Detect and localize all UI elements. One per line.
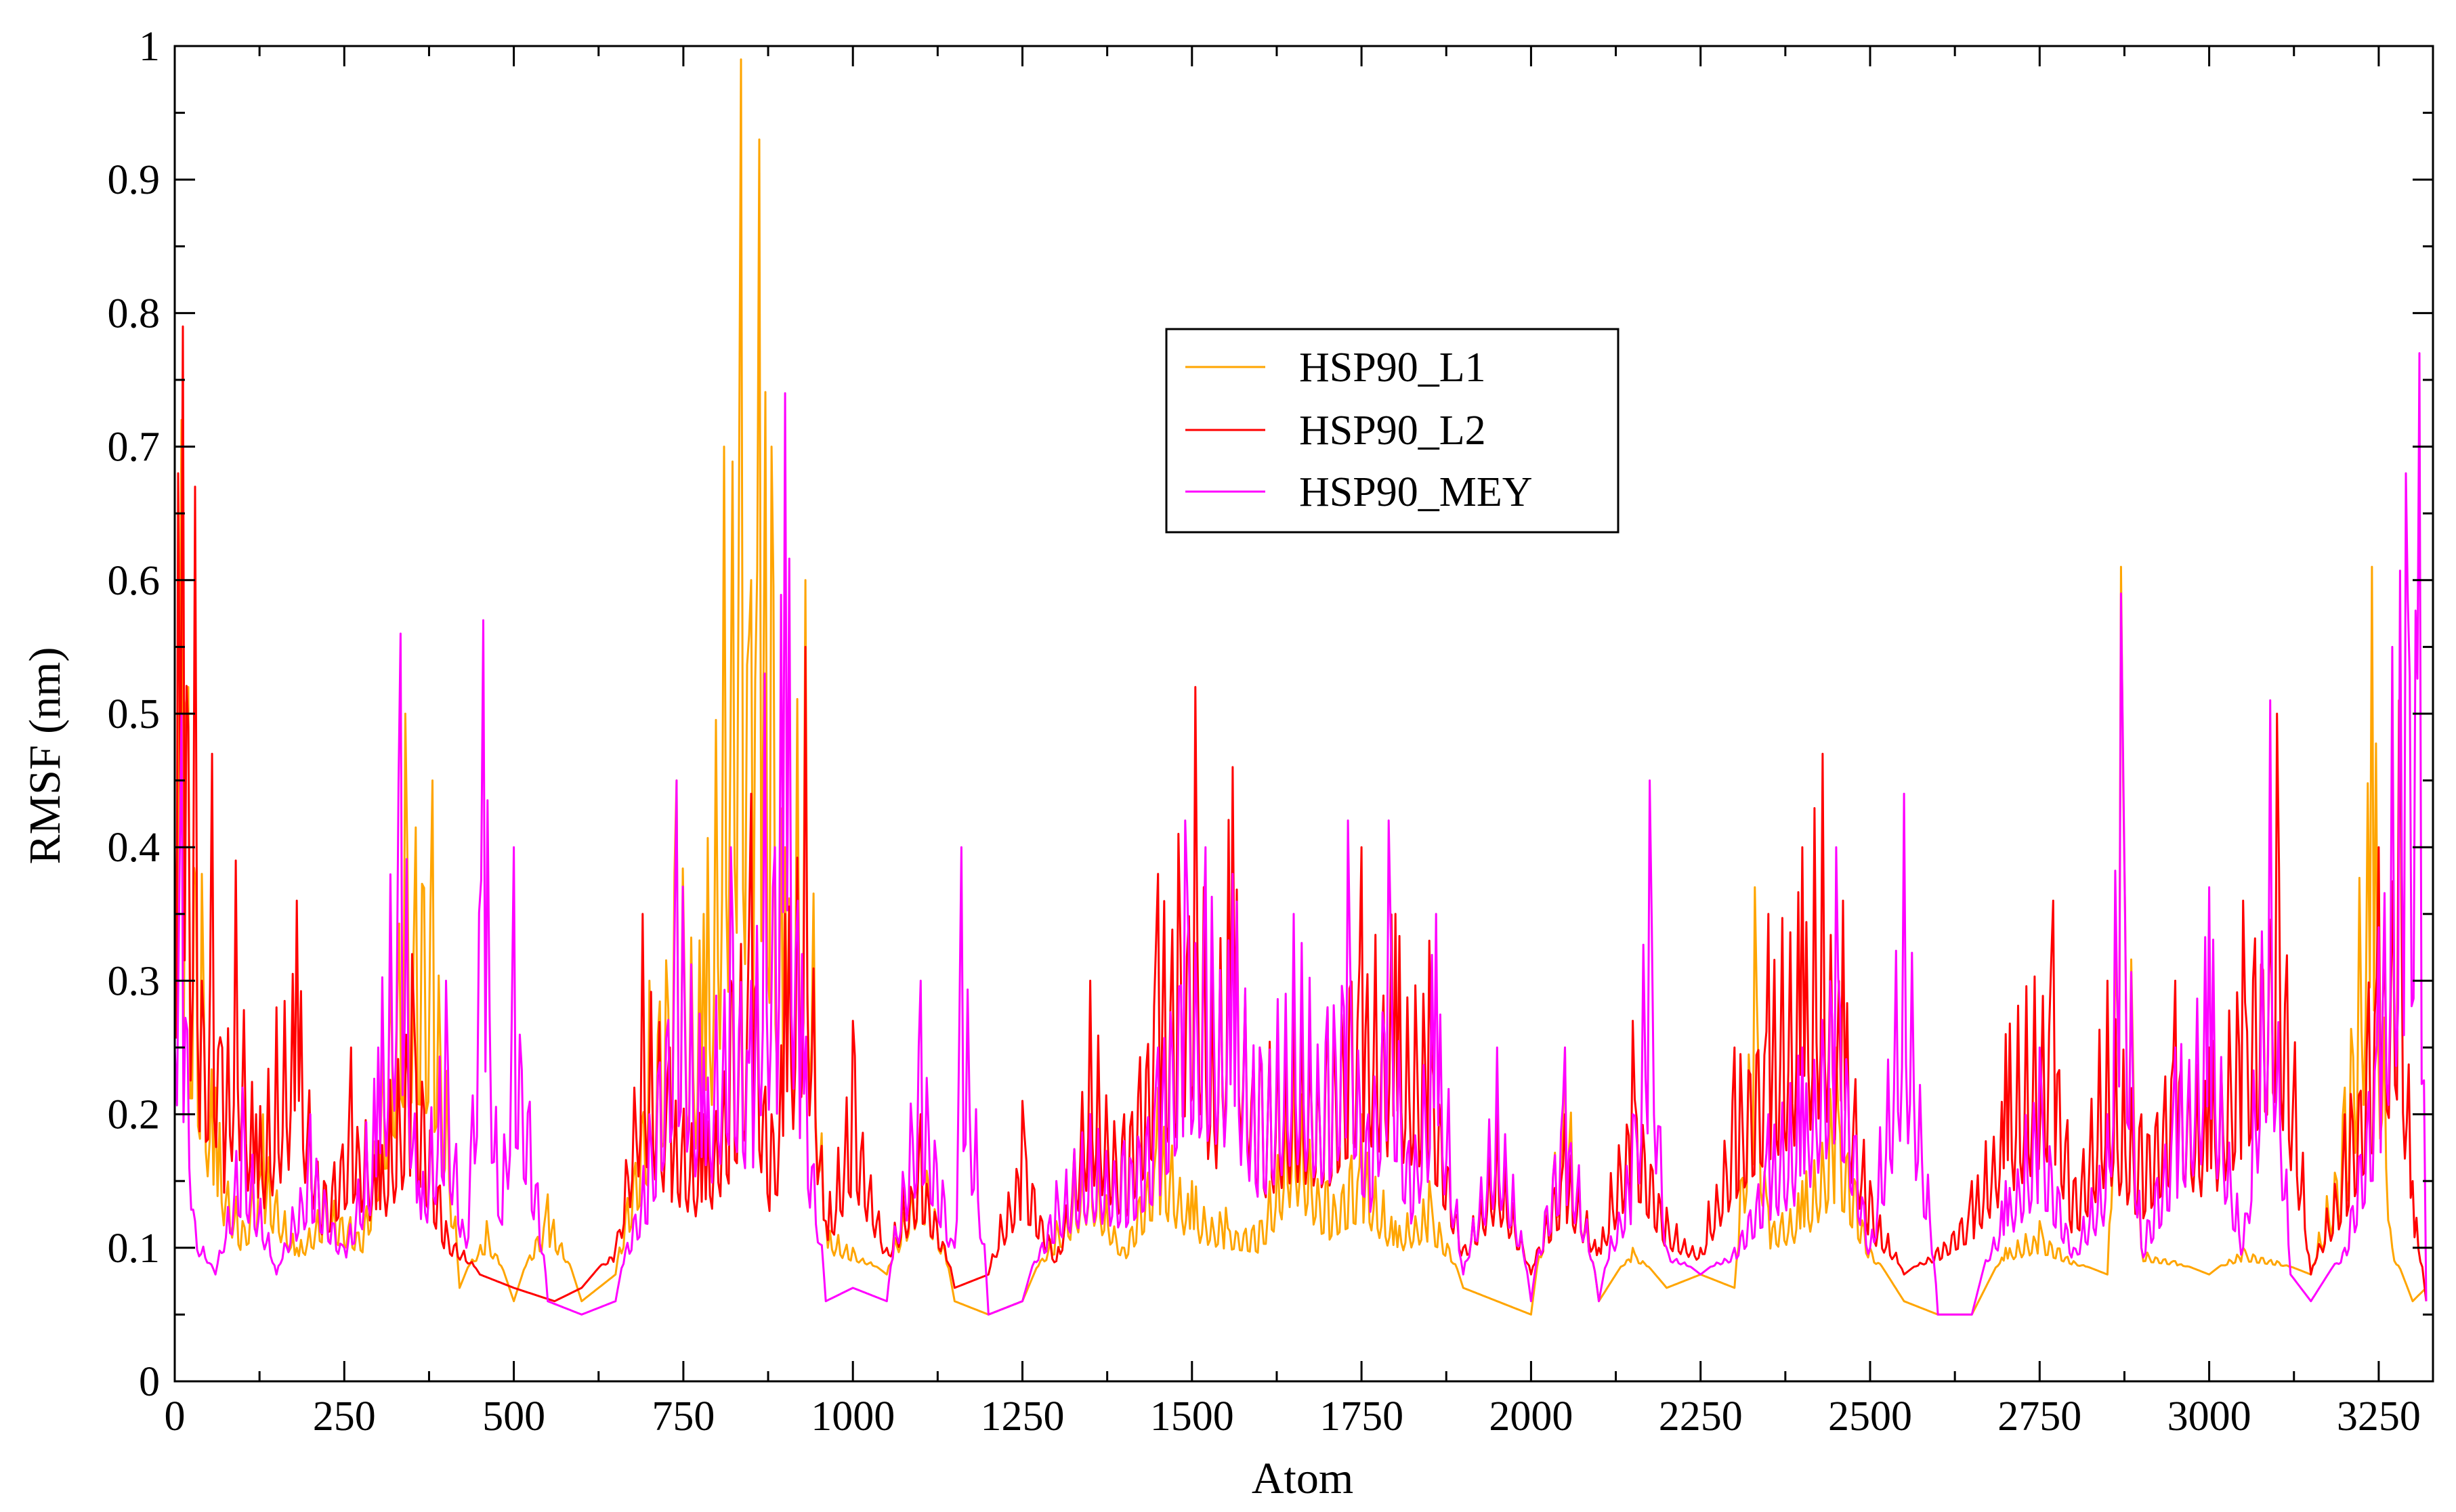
x-tick-label: 2000 [1489, 1394, 1573, 1440]
x-tick-label: 2500 [1828, 1394, 1912, 1440]
x-tick-label: 500 [482, 1394, 545, 1440]
series-line-hsp90-mey [173, 352, 2428, 1316]
x-tick-label: 0 [165, 1394, 186, 1440]
legend-label-l1: HSP90_L1 [1299, 345, 1486, 391]
y-tick-label: 0.3 [108, 958, 161, 1004]
y-tick-label: 0.1 [108, 1226, 161, 1272]
x-tick-label: 250 [313, 1394, 376, 1440]
x-tick-label: 3000 [2167, 1394, 2251, 1440]
legend: HSP90_L1 HSP90_L2 HSP90_MEY [1165, 328, 1619, 534]
series-line-hsp90-l1 [173, 58, 2428, 1316]
tick-labels-layer: 0 250 500 750 1000 1250 1500 1750 2000 2250 2500 27… [108, 24, 2421, 1440]
y-tick-label: 1 [139, 24, 160, 70]
y-tick-label: 0.5 [108, 691, 161, 737]
y-tick-label: 0.6 [108, 558, 161, 604]
y-axis-title: RMSF (nm) [20, 647, 70, 865]
x-tick-label: 750 [652, 1394, 715, 1440]
x-tick-label: 2750 [1997, 1394, 2081, 1440]
y-tick-label: 0 [139, 1359, 160, 1405]
x-axis-title: Atom [1252, 1454, 1353, 1503]
y-tick-label: 0.8 [108, 290, 161, 337]
y-tick-label: 0.4 [108, 825, 161, 871]
x-tick-label: 1500 [1150, 1394, 1234, 1440]
y-tick-label: 0.9 [108, 157, 161, 203]
x-tick-label: 1250 [981, 1394, 1065, 1440]
legend-label-mey: HSP90_MEY [1299, 469, 1533, 515]
plot-frame [173, 45, 2434, 1383]
series-layer [173, 58, 2428, 1316]
x-tick-label: 2250 [1659, 1394, 1743, 1440]
x-tick-label: 3250 [2337, 1394, 2421, 1440]
ticks-layer [173, 45, 2433, 1383]
y-tick-label: 0.2 [108, 1092, 161, 1138]
x-tick-label: 1000 [811, 1394, 895, 1440]
y-tick-label: 0.7 [108, 425, 161, 471]
x-tick-label: 1750 [1319, 1394, 1403, 1440]
legend-label-l2: HSP90_L2 [1299, 408, 1486, 454]
